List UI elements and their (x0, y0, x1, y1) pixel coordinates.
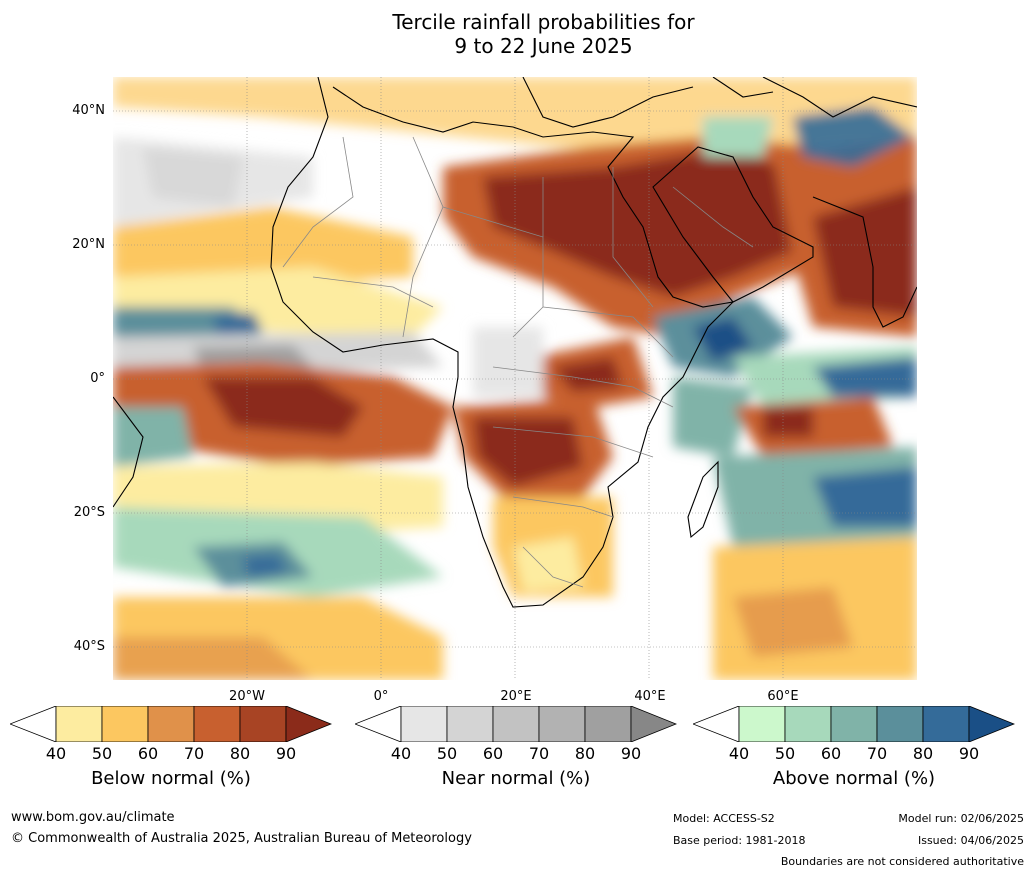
map-canvas (113, 77, 917, 680)
cb-tick: 80 (912, 744, 934, 763)
cb-tick: 40 (45, 744, 67, 763)
boundaries-note: Boundaries are not considered authoritat… (780, 855, 1024, 868)
lon-label-60e: 60°E (767, 689, 799, 704)
model-label: Model: ACCESS-S2 (673, 812, 775, 825)
lon-label-40e: 40°E (634, 689, 666, 704)
cb-tick: 40 (390, 744, 412, 763)
lat-label-20s: 20°S (73, 505, 105, 520)
website-link[interactable]: www.bom.gov.au/climate (11, 810, 175, 825)
cb-tick: 60 (820, 744, 842, 763)
lat-label-40n: 40°N (72, 103, 105, 118)
lon-label-20e: 20°E (500, 689, 532, 704)
cb-tick: 80 (574, 744, 596, 763)
cb-tick: 50 (91, 744, 113, 763)
cb-tick: 50 (774, 744, 796, 763)
cb-tick: 90 (275, 744, 297, 763)
below-normal-title: Below normal (%) (91, 768, 251, 789)
near-normal-colorbar (355, 706, 677, 742)
map-title: Tercile rainfall probabilities for 9 to … (0, 10, 1035, 58)
cb-tick: 60 (482, 744, 504, 763)
cb-tick: 70 (183, 744, 205, 763)
cb-tick: 90 (958, 744, 980, 763)
title-line-1: Tercile rainfall probabilities for (392, 10, 695, 34)
country-borders (282, 136, 754, 588)
cb-tick: 70 (866, 744, 888, 763)
title-line-2: 9 to 22 June 2025 (454, 34, 633, 58)
cb-tick: 80 (229, 744, 251, 763)
above-normal-title: Above normal (%) (772, 768, 936, 789)
cb-tick: 40 (728, 744, 750, 763)
lat-label-40s: 40°S (73, 639, 105, 654)
cb-tick: 90 (620, 744, 642, 763)
lon-label-0: 0° (373, 689, 389, 704)
graticule (113, 77, 917, 680)
below-normal-colorbar (10, 706, 332, 742)
above-normal-colorbar (693, 706, 1015, 742)
issued-label: Issued: 04/06/2025 (917, 834, 1024, 847)
base-period-label: Base period: 1981-2018 (673, 834, 806, 847)
lat-label-0: 0° (90, 371, 105, 386)
rainfall-field (113, 77, 917, 680)
lon-label-20w: 20°W (229, 689, 265, 704)
coastlines (113, 77, 917, 608)
cb-tick: 50 (436, 744, 458, 763)
copyright-text: © Commonwealth of Australia 2025, Austra… (11, 831, 472, 846)
probability-map (113, 77, 917, 680)
cb-tick: 60 (137, 744, 159, 763)
cb-tick: 70 (528, 744, 550, 763)
lat-label-20n: 20°N (72, 237, 105, 252)
model-run-label: Model run: 02/06/2025 (898, 812, 1024, 825)
near-normal-title: Near normal (%) (441, 768, 591, 789)
